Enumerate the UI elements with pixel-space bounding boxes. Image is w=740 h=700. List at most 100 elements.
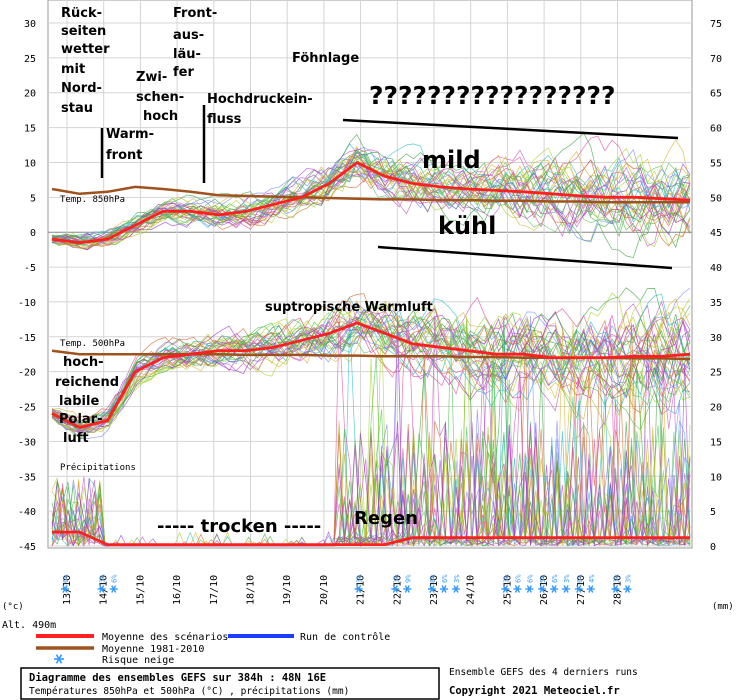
ensemble-member-line (51, 300, 691, 427)
snowflake-icon (391, 585, 400, 593)
snow-risk-percent: 3% (625, 574, 633, 583)
y-left-tick-label: 25 (24, 54, 36, 65)
y-left-tick-label: -10 (18, 298, 36, 309)
snow-risk-percent: 6% (514, 574, 522, 583)
snowflake-icon (501, 585, 510, 593)
y-right-tick-label: 45 (710, 228, 722, 239)
right-unit-label: (mm) (712, 602, 734, 612)
snow-risk-marker: 3% (391, 574, 400, 593)
snowflake-icon (97, 585, 106, 593)
x-tick-label: 25/10 (502, 575, 513, 605)
snowflake-icon (354, 585, 363, 593)
snow-risk-percent: 3% (356, 574, 364, 583)
snow-risk-percent: 3% (392, 574, 400, 583)
annotation-regen: Regen (354, 508, 418, 529)
left-unit-label: (°c) (2, 602, 24, 612)
annotation-trocken: ----- trocken ----- (157, 516, 321, 537)
y-right-tick-label: 65 (710, 89, 722, 100)
annotation-questions: ????????????????? (369, 81, 616, 110)
snow-risk-marker: 6% (550, 574, 559, 593)
y-right-tick-label: 5 (710, 507, 716, 518)
snow-risk-marker: 3% (452, 574, 461, 593)
x-tick-label: 28/10 (613, 575, 624, 605)
legend-control-label: Run de contrôle (300, 631, 390, 643)
ensemble-member-line (51, 298, 691, 439)
x-tick-label: 18/10 (246, 575, 257, 605)
snow-risk-percent: 3% (563, 574, 571, 583)
y-right-tick-label: 20 (710, 403, 722, 414)
snowflake-icon (109, 585, 118, 593)
y-left-tick-label: -5 (24, 263, 36, 274)
x-tick-label: 16/10 (172, 575, 183, 605)
annotation-hochdruckeinfluss: Hochdruckein- fluss (207, 92, 317, 127)
ensemble-member-line (51, 302, 691, 432)
snowflake-icon (538, 585, 547, 593)
annotation-foehnlage: Föhnlage (292, 51, 359, 66)
snowflake-icon (574, 585, 583, 593)
y-left-tick-label: 5 (30, 193, 36, 204)
x-tick-label: 19/10 (282, 575, 293, 605)
annotation-mild: mild (422, 146, 481, 174)
y-right-tick-label: 15 (710, 437, 722, 448)
y-right-tick-label: 10 (710, 472, 722, 483)
snow-risk-marker: 4% (586, 574, 596, 593)
y-right-tick-label: 35 (710, 298, 722, 309)
snowflake-icon (586, 585, 595, 593)
label-precip: Précipitations (60, 462, 136, 473)
y-left-tick-label: -20 (18, 368, 36, 379)
y-left-tick-label: -25 (18, 403, 36, 414)
snow-risk-marker: 3% (501, 574, 510, 593)
snow-risk-percent: 3% (502, 574, 510, 583)
x-tick-label: 15/10 (135, 575, 146, 605)
ensemble-member-line (51, 149, 691, 246)
mean-850-line (51, 161, 691, 245)
annotation-frontauslaeufer: Front- aus- läu- fer (173, 6, 222, 80)
snow-risk-percent: 6% (526, 574, 534, 583)
footer-subtitle: Températures 850hPa et 500hPa (°C) , pré… (29, 686, 349, 697)
snowflake-icon (403, 585, 412, 593)
ensemble-member-line (51, 156, 691, 244)
legend: Moyenne des scénarios Moyenne 1981-2010 … (36, 631, 390, 666)
snow-risk-percent: 6% (62, 574, 70, 583)
snow-risk-marker: 6% (61, 574, 70, 593)
snow-risk-percent: 3% (453, 574, 461, 583)
snow-risk-percent: 9% (404, 574, 412, 583)
y-left-tick-label: -30 (18, 437, 36, 448)
snowflake-icon (513, 585, 522, 593)
mean-precip-line (52, 530, 690, 546)
footer-runs: Ensemble GEFS des 4 derniers runs (449, 667, 638, 678)
x-tick-label: 21/10 (356, 575, 367, 605)
ensemble-member-line (51, 308, 691, 429)
y-right-tick-label: 25 (710, 368, 722, 379)
snow-risk-marker: 3% (562, 574, 571, 593)
x-tick-label: 24/10 (466, 575, 477, 605)
y-left-tick-label: -45 (18, 542, 36, 553)
snow-risk-percent: 3% (613, 574, 621, 583)
x-tick-label: 23/10 (429, 575, 440, 605)
y-right-tick-label: 30 (710, 333, 722, 344)
footer-box (20, 667, 440, 700)
snow-risk-marker: 6% (109, 574, 119, 593)
snow-risk-percent: 6% (551, 574, 559, 583)
snow-risk-marker: 3% (354, 574, 364, 593)
y-left-tick-label: 20 (24, 89, 36, 100)
footer-title: Diagramme des ensembles GEFS sur 384h : … (29, 672, 326, 684)
ensemble-member-line (51, 155, 691, 247)
mean-lines (51, 161, 691, 546)
snow-risk-marker: 6% (440, 574, 449, 593)
annotation-rueckseitenwetter: Rück- seiten wetter mit Nord- stau (61, 6, 114, 116)
x-tick-label: 14/10 (99, 575, 110, 605)
annotation-subtropical: suptropische Warmluft (265, 300, 433, 315)
snow-risk-marker: 6% (513, 574, 522, 593)
precip-member-line (51, 422, 691, 548)
y-right-tick-label: 0 (710, 542, 716, 553)
y-left-tick-label: 0 (30, 228, 36, 239)
altitude-label: Alt. 490m (2, 620, 56, 631)
snowflake-icon (452, 585, 460, 593)
ensemble-member-line (51, 161, 691, 244)
label-temp-500: Temp. 500hPa (60, 339, 125, 349)
trend-upper (342, 118, 679, 140)
snow-risk-marker: 5% (538, 574, 547, 593)
legend-snow-label: Risque neige (102, 655, 174, 666)
